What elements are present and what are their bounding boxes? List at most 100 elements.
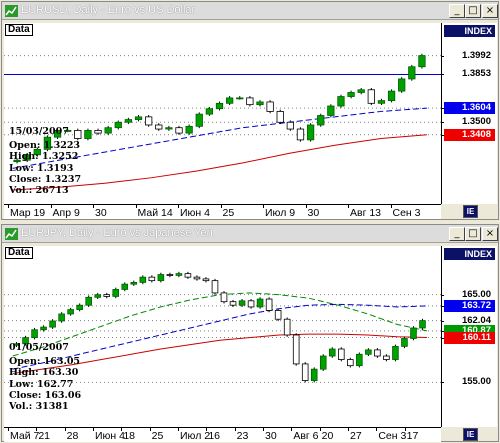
bar-info-panel: 01/05/2007 Open: 163.05 High: 163.30 Low… bbox=[9, 342, 81, 412]
candle-body bbox=[256, 298, 264, 308]
candle bbox=[266, 100, 274, 114]
candle-body bbox=[112, 289, 120, 297]
price-tag: 1.3992 bbox=[444, 49, 495, 62]
candlestick-chart bbox=[4, 53, 441, 191]
candle-body bbox=[327, 105, 335, 116]
time-tick bbox=[376, 428, 378, 431]
chart-window-icon bbox=[5, 5, 18, 17]
candle-body bbox=[408, 66, 416, 80]
minimize-button[interactable]: _ bbox=[449, 4, 465, 18]
minimize-button[interactable]: _ bbox=[449, 227, 465, 241]
candle-body bbox=[103, 294, 111, 297]
candle bbox=[211, 278, 219, 295]
candle bbox=[104, 125, 112, 135]
candle-body bbox=[220, 292, 228, 303]
window-title: EURUSD, Daily - Euro vs US Dollar bbox=[21, 4, 196, 16]
bar-low: Low: 162.77 bbox=[9, 378, 74, 390]
time-label: 18 bbox=[123, 430, 136, 442]
candle bbox=[175, 125, 183, 135]
candle bbox=[40, 325, 47, 332]
candle-body bbox=[229, 301, 237, 306]
corner-button[interactable]: IE bbox=[463, 428, 478, 441]
price-plot-area[interactable]: Data 01/05/2007 Open: 163.05 High: 163.3… bbox=[4, 246, 441, 427]
time-axis[interactable]: Мар 19 Апр 9 30 Май 14 Июн 4 25 Июл 9 30 Авг 13 С… bbox=[4, 204, 441, 219]
candle-body bbox=[338, 348, 345, 360]
candle-body bbox=[225, 97, 234, 104]
candle bbox=[392, 344, 399, 362]
candle bbox=[276, 109, 284, 125]
candle-body bbox=[317, 115, 325, 126]
candle-body bbox=[337, 96, 345, 107]
candle bbox=[195, 112, 203, 129]
time-label: 25 bbox=[151, 430, 164, 442]
candle bbox=[283, 317, 291, 337]
candle-body bbox=[175, 127, 183, 134]
time-axis[interactable]: Май 7 21 28 Июн 4 18 25 Июл 2 16 23 30 Авг 6 20 27 Се… bbox=[4, 427, 441, 442]
candle bbox=[301, 362, 309, 383]
candle-body bbox=[301, 363, 309, 381]
candle bbox=[220, 291, 228, 304]
candle bbox=[338, 347, 345, 362]
time-tick bbox=[178, 205, 179, 208]
maximize-button[interactable]: □ bbox=[465, 4, 481, 18]
price-tag: 1.3500 bbox=[444, 116, 495, 129]
candle-body bbox=[74, 130, 82, 139]
price-axis[interactable]: INDEX 165.00 163.72 162.04 160.87 160.11 155.… bbox=[441, 246, 497, 427]
candle-body bbox=[418, 55, 426, 68]
candle bbox=[84, 128, 92, 141]
candle bbox=[247, 299, 255, 309]
candle-body bbox=[292, 334, 300, 365]
moving-average-blue bbox=[12, 303, 428, 370]
candle-body bbox=[94, 130, 102, 134]
candle-body bbox=[166, 274, 174, 276]
candle-body bbox=[58, 313, 65, 322]
time-tick bbox=[93, 205, 94, 208]
price-tag: 1.3408 bbox=[444, 128, 495, 141]
candle bbox=[185, 124, 193, 135]
candle bbox=[103, 292, 111, 299]
bar-date: 01/05/2007 bbox=[9, 342, 69, 353]
candle bbox=[157, 272, 165, 283]
candle bbox=[139, 275, 147, 285]
bar-low: Low: 1.3193 bbox=[9, 162, 74, 174]
title-bar[interactable]: EURJPY, Daily - Euro vs Japanese Yen _ □… bbox=[2, 225, 498, 243]
time-label: Сен 3 bbox=[378, 430, 407, 442]
candle bbox=[337, 94, 345, 108]
candle-body bbox=[121, 283, 129, 290]
time-tick bbox=[121, 428, 123, 431]
data-label: Data bbox=[5, 247, 33, 259]
candle-body bbox=[419, 320, 426, 329]
candle-body bbox=[145, 116, 153, 126]
price-plot-area[interactable]: Data 15/03/2007 Open: 1.3223 High: 1.325… bbox=[4, 23, 441, 204]
bar-info-panel: 15/03/2007 Open: 1.3223 High: 1.3252 Low… bbox=[9, 126, 81, 196]
candle-body bbox=[43, 136, 52, 150]
maximize-button[interactable]: □ bbox=[465, 227, 481, 241]
candle-body bbox=[195, 113, 203, 127]
bar-high: High: 1.3252 bbox=[9, 151, 79, 163]
time-label: 27 bbox=[350, 430, 362, 442]
candle bbox=[205, 106, 214, 116]
corner-button[interactable]: IE bbox=[463, 205, 478, 218]
time-tick bbox=[348, 428, 349, 431]
bar-high: High: 163.30 bbox=[9, 367, 79, 379]
close-button[interactable]: × bbox=[482, 4, 498, 18]
time-label: 28 bbox=[66, 430, 79, 442]
candle bbox=[387, 89, 396, 103]
candle bbox=[265, 297, 273, 313]
time-label: Май 7 bbox=[10, 430, 40, 442]
title-bar[interactable]: EURUSD, Daily - Euro vs US Dollar _ □ × bbox=[2, 2, 498, 20]
price-axis[interactable]: INDEX 1.3992 1.3853 1.3604 1.3500 1.3408 bbox=[441, 23, 497, 204]
price-tag: 163.72 bbox=[444, 299, 495, 312]
candle bbox=[286, 120, 294, 131]
candle-body bbox=[40, 326, 47, 331]
bar-open: Open: 163.05 bbox=[9, 356, 81, 368]
time-label: Мар 19 bbox=[10, 207, 46, 219]
candle-body bbox=[165, 127, 173, 130]
bar-close: Close: 163.06 bbox=[9, 389, 82, 401]
time-tick bbox=[319, 428, 321, 431]
candle-body bbox=[256, 101, 264, 106]
close-button[interactable]: × bbox=[482, 227, 498, 241]
candle bbox=[236, 96, 244, 100]
candle bbox=[148, 275, 156, 283]
bar-volume: Vol.: 26713 bbox=[9, 185, 69, 197]
